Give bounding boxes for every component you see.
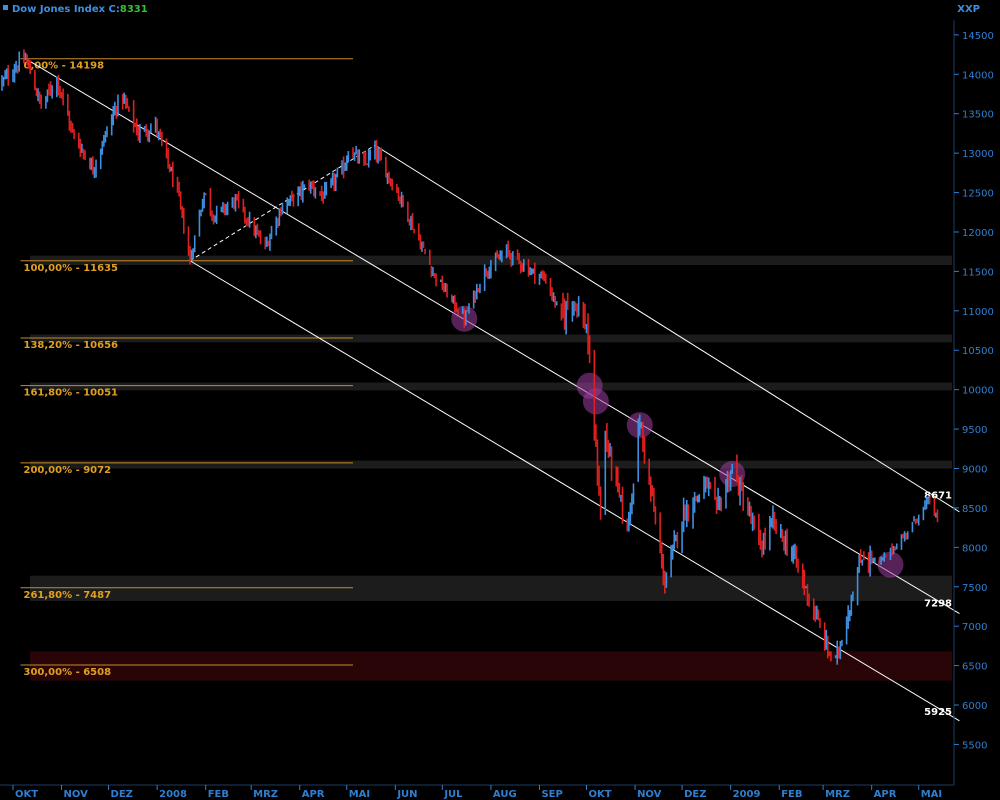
channel-line-lower — [189, 260, 960, 722]
x-tick-label: NOV — [637, 789, 662, 800]
chart-title-close: 8331 — [120, 4, 148, 15]
fib-level-label: 261,80% - 7487 — [24, 590, 112, 601]
channel-end-label: 7298 — [924, 599, 952, 610]
y-tick-label: 13000 — [962, 149, 994, 160]
symbol-square-icon — [3, 5, 8, 10]
y-tick-label: 7000 — [962, 622, 987, 633]
fib-levels: 0,00% - 14198 100,00% - 11635 138,20% - 10… — [20, 58, 354, 678]
fib-level-label: 200,00% - 9072 — [24, 465, 112, 476]
fib-level-label: 161,80% - 10051 — [24, 388, 119, 399]
fib-level-label: 100,00% - 11635 — [24, 263, 119, 274]
regression-channel: 8671 7298 5925 — [25, 58, 960, 722]
chart-title-name: Dow Jones Index C: — [12, 4, 120, 15]
x-tick-label: DEZ — [111, 789, 133, 800]
y-tick-label: 10000 — [962, 386, 994, 397]
y-tick-label: 12500 — [962, 189, 994, 200]
fib-band — [30, 382, 952, 391]
touch-marker — [582, 388, 609, 415]
x-tick-label: OKT — [15, 789, 38, 800]
y-tick-label: 7500 — [962, 583, 987, 594]
x-tick-label: 2009 — [733, 789, 761, 800]
fib-band — [30, 575, 952, 601]
x-tick-label: FEB — [781, 789, 802, 800]
channel-end-label: 8671 — [924, 490, 952, 501]
x-tick-label: FEB — [208, 789, 229, 800]
y-tick-label: 8000 — [962, 543, 987, 554]
x-tick-label: MAI — [921, 789, 942, 800]
x-tick-label: AUG — [493, 789, 517, 800]
channel-line-upper — [374, 144, 960, 513]
y-tick-label: 11000 — [962, 307, 994, 318]
x-tick-label: 2008 — [159, 789, 187, 800]
channel-end-label: 5925 — [924, 707, 952, 718]
y-tick-label: 6000 — [962, 701, 987, 712]
x-tick-label: DEZ — [684, 789, 706, 800]
x-tick-label: MRZ — [825, 789, 850, 800]
y-tick-label: 14000 — [962, 70, 994, 81]
x-tick-label: OKT — [588, 789, 611, 800]
fib-level-label: 0,00% - 14198 — [24, 61, 105, 72]
x-tick-label: APR — [302, 789, 325, 800]
x-tick-label: JUN — [396, 789, 417, 800]
x-tick-label: APR — [874, 789, 897, 800]
y-tick-label: 12000 — [962, 228, 994, 239]
fib-level-label: 138,20% - 10656 — [24, 340, 119, 351]
fib-band — [30, 651, 952, 681]
channel-connector-line — [189, 144, 376, 262]
x-tick-label: JUL — [443, 789, 463, 800]
y-tick-label: 8500 — [962, 504, 987, 515]
axes: 5500 6000 6500 7000 7500 8000 8500 9000 9500 1000… — [0, 20, 994, 800]
fib-level-label: 300,00% - 6508 — [24, 667, 112, 678]
fib-band — [30, 334, 952, 343]
x-tick-label: NOV — [64, 789, 89, 800]
chart-header: Dow Jones Index C:8331 XXP — [3, 4, 980, 15]
y-tick-label: 5500 — [962, 740, 987, 751]
fib-band — [30, 460, 952, 469]
x-tick-label: SEP — [541, 789, 562, 800]
chart-title: Dow Jones Index C:8331 — [12, 4, 148, 15]
y-tick-label: 6500 — [962, 662, 987, 673]
channel-line-middle — [25, 58, 960, 614]
y-tick-label: 9500 — [962, 425, 987, 436]
x-tick-label: MRZ — [253, 789, 278, 800]
x-tick-label: MAI — [349, 789, 370, 800]
y-tick-label: 11500 — [962, 267, 994, 278]
y-tick-label: 14500 — [962, 31, 994, 42]
y-tick-label: 10500 — [962, 346, 994, 357]
y-tick-label: 13500 — [962, 110, 994, 121]
y-tick-label: 9000 — [962, 465, 987, 476]
symbol-label: XXP — [957, 4, 980, 15]
price-bars — [1, 49, 939, 665]
